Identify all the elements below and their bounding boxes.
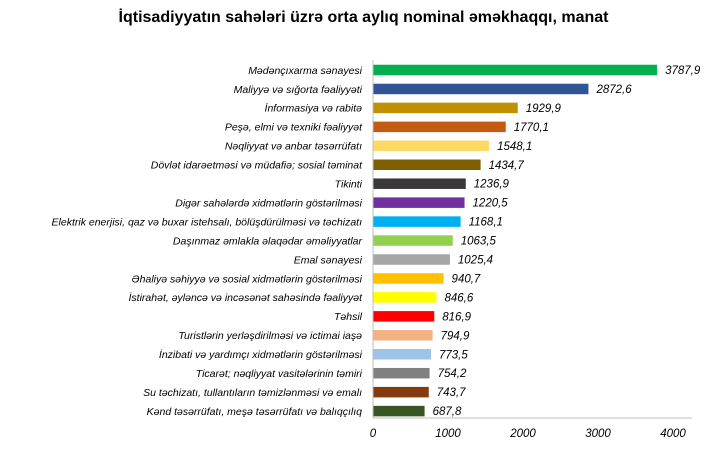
bar xyxy=(373,254,450,265)
category-label: Əhaliyə səhiyyə və sosial xidmətlərin gö… xyxy=(131,273,362,285)
bar xyxy=(373,273,444,284)
value-label: 846,6 xyxy=(444,292,473,304)
bar xyxy=(373,140,490,152)
category-label: Peşə, elmi və texniki fəaliyyət xyxy=(225,122,363,134)
bar xyxy=(373,330,433,341)
value-label: 1548,1 xyxy=(497,141,532,153)
value-label: 1168,1 xyxy=(469,217,503,229)
value-label: 1236,9 xyxy=(474,179,510,191)
category-label: Nəqliyyat və anbar təsərrüfatı xyxy=(225,141,362,153)
bar xyxy=(373,405,425,417)
value-label: 1929,9 xyxy=(526,103,562,115)
category-label: Daşınmaz əmlakla əlaqədar əməliyyatlar xyxy=(173,235,363,247)
category-label: Emal sənayesi xyxy=(294,254,363,266)
value-label: 687,8 xyxy=(433,406,462,418)
value-label: 816,9 xyxy=(442,311,471,323)
value-label: 1025,4 xyxy=(458,255,493,267)
bar xyxy=(373,216,461,227)
category-label: Tikinti xyxy=(335,179,363,191)
value-label: 773,5 xyxy=(439,349,468,361)
value-label: 743,7 xyxy=(437,387,466,399)
value-label: 794,9 xyxy=(441,330,470,342)
x-tick-label: 3000 xyxy=(585,428,611,440)
category-label: Dövlət idarəetməsi və müdafiə; sosial tə… xyxy=(151,160,363,172)
value-label: 754,2 xyxy=(438,368,467,380)
bar xyxy=(373,349,432,360)
value-label: 940,7 xyxy=(452,273,481,285)
value-label: 1770,1 xyxy=(514,122,549,134)
bar xyxy=(373,386,429,398)
category-label: Təhsil xyxy=(334,311,363,323)
category-label: Maliyyə və sığorta fəaliyyəti xyxy=(234,84,363,96)
bar xyxy=(373,121,506,133)
x-tick-label: 0 xyxy=(370,428,377,440)
value-label: 1220,5 xyxy=(473,198,509,210)
x-tick-label: 1000 xyxy=(435,428,461,440)
category-label: Su təchizatı, tullantıların təmizlənməsi… xyxy=(143,387,362,399)
bar xyxy=(373,311,435,322)
bar xyxy=(373,235,453,246)
bar xyxy=(373,83,589,95)
x-tick-label: 2000 xyxy=(509,428,536,440)
category-label: Turistlərin yerləşdirilməsi və ictimai i… xyxy=(178,330,362,342)
category-label: İstirahət, əyləncə və incəsənət sahəsind… xyxy=(129,292,364,304)
value-label: 1434,7 xyxy=(489,160,525,172)
value-label: 1063,5 xyxy=(461,236,497,248)
category-label: Elektrik enerjisi, qaz və buxar istehsal… xyxy=(52,216,363,228)
bar xyxy=(373,102,518,114)
chart-title: İqtisadiyyatın sahələri üzrə orta aylıq … xyxy=(118,9,609,26)
value-label: 2872,6 xyxy=(595,84,632,96)
category-label: Kənd təsərrüfatı, meşə təsərrüfatı və ba… xyxy=(147,406,363,418)
x-tick-label: 4000 xyxy=(660,428,686,440)
category-label: İnzibati və yardımçı xidmətlərin göstəri… xyxy=(159,349,363,361)
bar xyxy=(373,367,430,379)
category-label: Mədənçıxarma sənayesi xyxy=(248,65,362,77)
bar xyxy=(373,292,437,303)
category-label: Digər sahələrdə xidmətlərin göstərilməsi xyxy=(175,197,362,209)
bar xyxy=(373,197,465,208)
category-label: İnformasiya və rabitə xyxy=(265,103,363,115)
bar xyxy=(373,159,481,170)
category-label: Ticarət; nəqliyyat vasitələrinin təmiri xyxy=(196,368,363,380)
bar xyxy=(373,64,658,76)
bar xyxy=(373,178,466,189)
value-label: 3787,9 xyxy=(665,65,701,77)
